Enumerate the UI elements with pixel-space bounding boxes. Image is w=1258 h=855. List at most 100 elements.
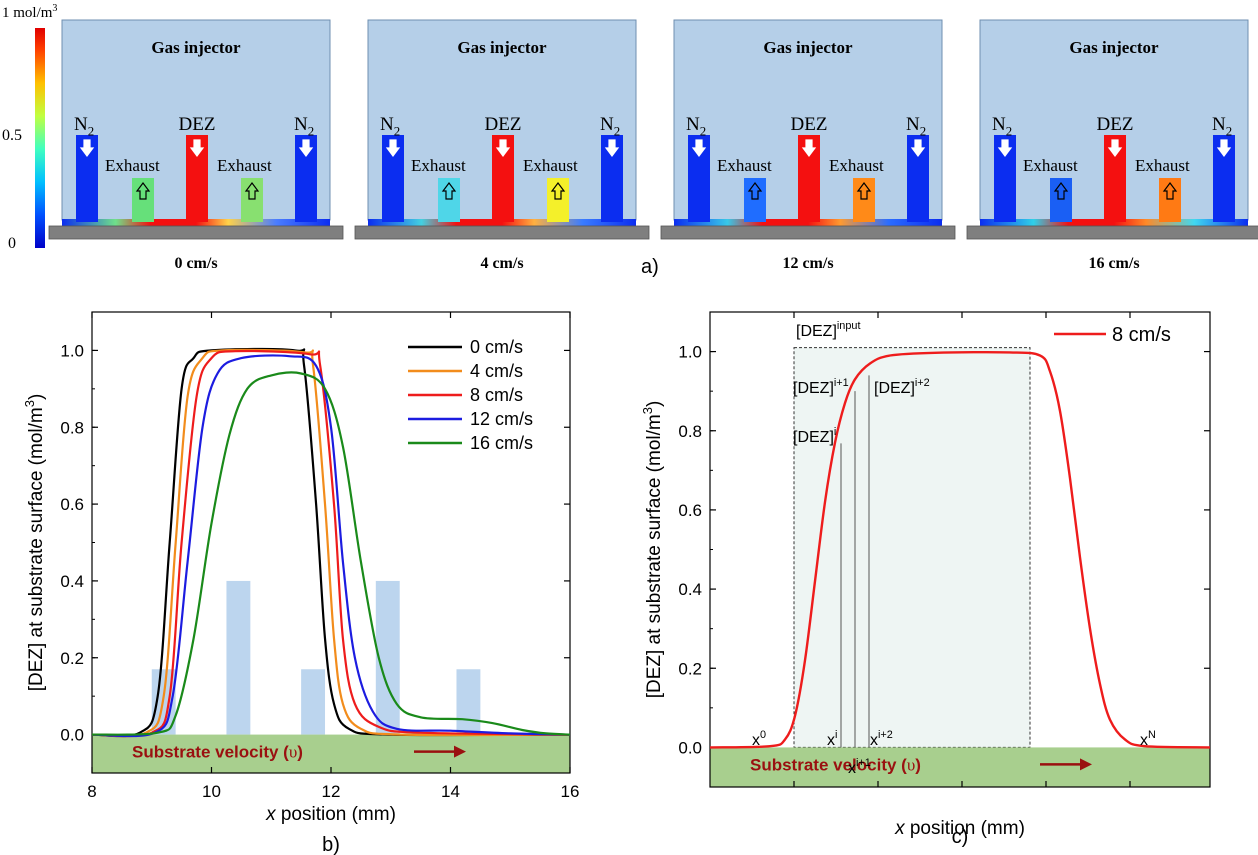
x0-label-sup: 0	[760, 729, 766, 741]
xi2-label-base: x	[870, 732, 878, 749]
exhaust-right-channel	[1159, 178, 1181, 222]
x0-label: x0	[752, 729, 766, 749]
exhaust-left-channel	[132, 178, 154, 222]
n2-right-arrow-icon	[910, 139, 926, 157]
panel-c-substrate-band	[710, 747, 1210, 787]
panel-c-xlabel-rest: position (mm)	[905, 818, 1025, 839]
n2-right-label-sub: 2	[308, 124, 314, 139]
legend-label: 4 cm/s	[470, 361, 523, 381]
exhaust-left-label: Exhaust	[717, 156, 772, 175]
exhaust-left-label: Exhaust	[1023, 156, 1078, 175]
panel-c-ytick-label: 0.0	[678, 738, 702, 757]
dez-input-label-base: [DEZ]	[796, 323, 837, 340]
gas-slit	[62, 219, 330, 227]
dez-i2-label-base: [DEZ]	[874, 380, 915, 397]
n2-left-label: N2	[74, 114, 94, 139]
panel-a-label: a)	[641, 256, 659, 278]
panel-c-ytick-label: 1.0	[678, 343, 702, 362]
panel-c-ytick-label: 0.2	[678, 659, 702, 678]
panel-c-ytick-label: 0.6	[678, 501, 702, 520]
legend-label: 12 cm/s	[470, 409, 533, 429]
injector-bar	[301, 669, 326, 735]
xi-label-base: x	[827, 732, 835, 749]
panel-b-xtick-label: 10	[202, 782, 221, 801]
colorbar-gradient	[35, 28, 45, 248]
panel-c-xlabel-italic: x	[894, 818, 906, 839]
n2-right-label-sub: 2	[614, 124, 620, 139]
exhaust-right-arrow-icon	[550, 182, 566, 200]
n2-left-label-sub: 2	[700, 124, 706, 139]
legend-label: 0 cm/s	[470, 337, 523, 357]
n2-left-label-base: N	[686, 114, 700, 135]
n2-left-channel	[688, 135, 710, 222]
velocity-label: 0 cm/s	[174, 255, 217, 272]
colorbar: 1 mol/m3 0.5 0	[2, 3, 57, 252]
panel-c-ylabel: [DEZ] at substrate surface (mol/m3)	[640, 401, 665, 699]
injector-bar	[456, 669, 481, 735]
panel-b-xlabel-rest: position (mm)	[276, 804, 396, 825]
n2-right-label-base: N	[600, 114, 614, 135]
panel-b-substrate-symbol: υ	[289, 743, 297, 762]
panel-b-ytick-label: 0.8	[60, 418, 84, 437]
dez-arrow-icon	[495, 139, 511, 157]
x0-label-base: x	[752, 732, 760, 749]
exhaust-right-arrow-icon	[1162, 182, 1178, 200]
dez-input-label: [DEZ]input	[796, 320, 860, 340]
exhaust-right-label: Exhaust	[523, 156, 578, 175]
panel-b-substrate-band	[92, 734, 570, 773]
xN-label-base: x	[1140, 732, 1148, 749]
substrate	[966, 225, 1258, 240]
exhaust-right-label: Exhaust	[217, 156, 272, 175]
panel-b-ylabel: [DEZ] at substrate surface (mol/m3)	[22, 394, 47, 692]
n2-right-label: N2	[906, 114, 926, 139]
n2-right-channel	[601, 135, 623, 222]
n2-right-label: N2	[1212, 114, 1232, 139]
dez-i1-label: [DEZ]i+1	[793, 377, 849, 397]
panel-b-ylabel-close: )	[26, 394, 47, 400]
n2-right-arrow-icon	[298, 139, 314, 157]
exhaust-left-channel	[744, 178, 766, 222]
injector-title: Gas injector	[457, 38, 547, 57]
panel-c-substrate-velocity-label: Substrate velocity (υ)	[750, 755, 921, 774]
exhaust-left-label: Exhaust	[105, 156, 160, 175]
colorbar-top-label: 1 mol/m3	[2, 3, 57, 21]
panel-b-xtick-label: 12	[322, 782, 341, 801]
panel-b-ytick-label: 0.6	[60, 495, 84, 514]
velocity-label: 12 cm/s	[782, 255, 833, 272]
panel-c-ytick-label: 0.8	[678, 422, 702, 441]
dez-channel	[1104, 135, 1126, 222]
xi1-label-base: x	[848, 760, 856, 777]
substrate	[660, 225, 956, 240]
injector-title: Gas injector	[1069, 38, 1159, 57]
dez-i-label: [DEZ]i	[793, 426, 836, 446]
gas-slit	[980, 219, 1248, 227]
n2-right-label: N2	[600, 114, 620, 139]
exhaust-right-arrow-icon	[244, 182, 260, 200]
panel-b-ytick-label: 1.0	[60, 341, 84, 360]
n2-left-label-sub: 2	[1006, 124, 1012, 139]
n2-right-label-sub: 2	[920, 124, 926, 139]
exhaust-left-channel	[438, 178, 460, 222]
exhaust-left-label: Exhaust	[411, 156, 466, 175]
n2-left-label-base: N	[74, 114, 88, 135]
panel-b-ytick-label: 0.4	[60, 572, 84, 591]
panel-c-xlabel: x position (mm)	[894, 818, 1025, 839]
dez-i-label-sup: i	[834, 426, 836, 438]
dez-input-label-sup: input	[837, 320, 861, 332]
colorbar-bottom-label: 0	[8, 235, 16, 252]
n2-right-label-base: N	[294, 114, 308, 135]
n2-left-label-base: N	[992, 114, 1006, 135]
injector-title: Gas injector	[763, 38, 853, 57]
n2-left-channel	[382, 135, 404, 222]
n2-left-label: N2	[992, 114, 1012, 139]
series-line-12-cm-s	[91, 354, 571, 738]
exhaust-left-channel	[1050, 178, 1072, 222]
dez-channel	[492, 135, 514, 222]
series-line-8-cm-s	[709, 350, 1211, 749]
n2-left-channel	[994, 135, 1016, 222]
n2-left-label-sub: 2	[88, 124, 94, 139]
panel-c-substrate-arrowhead-icon	[1080, 758, 1092, 771]
n2-right-label: N2	[294, 114, 314, 139]
